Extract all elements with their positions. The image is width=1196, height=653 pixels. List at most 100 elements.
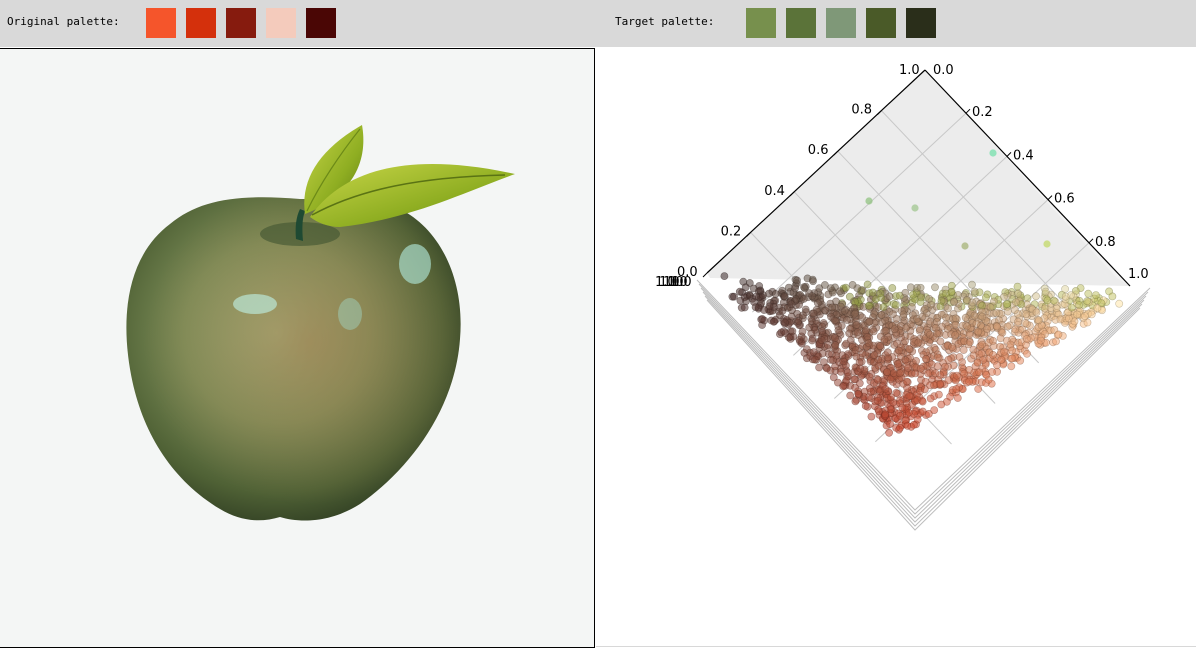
scatter-point — [931, 283, 939, 292]
scatter-point — [986, 303, 995, 312]
scatter-point — [1003, 322, 1012, 331]
back-pane — [707, 70, 1130, 286]
scatter-point — [771, 289, 780, 298]
scatter-point — [881, 410, 890, 419]
scatter-point — [965, 330, 974, 339]
scatter-point — [874, 376, 882, 384]
scatter-point — [840, 306, 849, 315]
right-axis-tick-label: 0.2 — [972, 105, 993, 120]
scatter-point — [909, 420, 918, 429]
original-swatch-2[interactable] — [186, 8, 216, 38]
scatter-point — [913, 415, 922, 424]
scatter-point — [944, 304, 952, 313]
scatter-point — [911, 369, 920, 378]
scatter-point — [856, 364, 865, 373]
scatter-point — [881, 385, 890, 393]
scatter-point — [829, 373, 838, 382]
scatter-point — [961, 313, 970, 322]
scatter-point — [1054, 330, 1063, 339]
original-swatch-4[interactable] — [266, 8, 296, 38]
original-palette-label: Original palette: — [7, 15, 120, 28]
scatter-point — [890, 325, 899, 333]
left-axis-tick-label: 0.4 — [764, 184, 785, 199]
scatter-point — [989, 149, 997, 157]
scatter-point — [741, 283, 750, 292]
scatter-point — [932, 329, 941, 338]
scatter-point — [922, 354, 930, 363]
scatter-point — [953, 371, 961, 380]
scatter-point — [1073, 310, 1081, 319]
scatter-point — [1003, 307, 1012, 316]
scatter-point — [874, 407, 883, 416]
scatter-point — [852, 320, 861, 329]
target-swatch-5[interactable] — [906, 8, 936, 38]
target-swatch-2[interactable] — [786, 8, 816, 38]
scatter-point — [740, 303, 749, 312]
axis-lines — [706, 69, 1131, 287]
scatter-point — [842, 376, 851, 385]
grid-line — [793, 156, 1008, 356]
scatter-point — [854, 389, 863, 398]
apple-image — [126, 125, 515, 521]
scatter-point — [993, 322, 1001, 331]
scatter-points — [720, 149, 1124, 437]
target-swatch-1[interactable] — [746, 8, 776, 38]
scatter-point — [924, 409, 933, 418]
scatter-point — [905, 344, 913, 353]
scatter-point — [839, 382, 847, 391]
original-swatch-3[interactable] — [226, 8, 256, 38]
scatter-point — [886, 420, 894, 428]
scatter-point — [888, 284, 897, 292]
scatter-point — [982, 371, 991, 379]
svg-text:1.0: 1.0 — [655, 275, 676, 290]
scatter-point — [1064, 314, 1073, 323]
scatter-point — [1036, 336, 1045, 345]
scatter-point — [918, 312, 927, 321]
original-swatch-5[interactable] — [306, 8, 336, 38]
target-swatch-4[interactable] — [866, 8, 896, 38]
scatter-point — [831, 362, 839, 371]
scatter-point — [1041, 287, 1050, 296]
scatter-point — [883, 368, 892, 376]
target-swatch-3[interactable] — [826, 8, 856, 38]
scatter-point — [978, 340, 986, 349]
scatter-point — [850, 309, 859, 318]
scatter-point — [931, 369, 940, 378]
scatter-point — [867, 387, 875, 396]
axis-tick-labels: 0.0 0.2 0.4 0.6 0.8 0.2 0.4 0.6 0.8 — [677, 103, 1116, 280]
scatter-point — [877, 311, 886, 320]
scatter-point — [843, 368, 852, 377]
grid-line — [752, 112, 967, 313]
scatter-point — [1014, 317, 1022, 326]
scatter-point — [944, 376, 953, 385]
scatter-point — [798, 327, 807, 336]
scatter-point — [868, 288, 877, 297]
scatter-point — [781, 329, 790, 337]
scatter-point — [948, 343, 957, 351]
scatter-point — [972, 319, 981, 328]
scatter-point — [851, 397, 860, 406]
scatter-point — [836, 367, 845, 376]
scatter-point — [941, 289, 950, 298]
scatter-point — [818, 327, 827, 336]
scatter-3d-panel[interactable]: 0.0 0.2 0.4 0.6 0.8 0.2 0.4 0.6 0.8 1.0 0.0 1.0 … — [597, 48, 1196, 649]
scatter-point — [915, 325, 924, 333]
scatter-point — [892, 388, 901, 397]
original-swatch-1[interactable] — [146, 8, 176, 38]
scatter-point — [822, 364, 831, 373]
scatter-point — [778, 307, 787, 315]
svg-text:1.0: 1.0 — [671, 275, 692, 290]
scatter-point — [907, 303, 916, 311]
scatter-point — [799, 294, 808, 303]
scatter-point — [845, 292, 854, 301]
scatter-point — [720, 272, 729, 280]
axis-tick — [833, 150, 839, 156]
scatter-point — [808, 292, 816, 300]
scatter-point — [799, 311, 807, 320]
image-view[interactable] — [0, 48, 595, 648]
scatter-point — [970, 311, 979, 320]
scatter-point — [968, 280, 976, 289]
top-right-start-label: 0.0 — [933, 63, 954, 78]
scatter-point — [982, 325, 991, 333]
scatter-point — [904, 408, 913, 417]
